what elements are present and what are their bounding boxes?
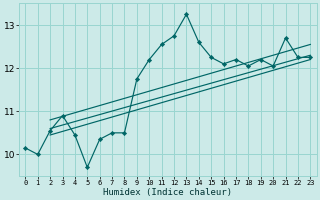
X-axis label: Humidex (Indice chaleur): Humidex (Indice chaleur) bbox=[103, 188, 232, 197]
